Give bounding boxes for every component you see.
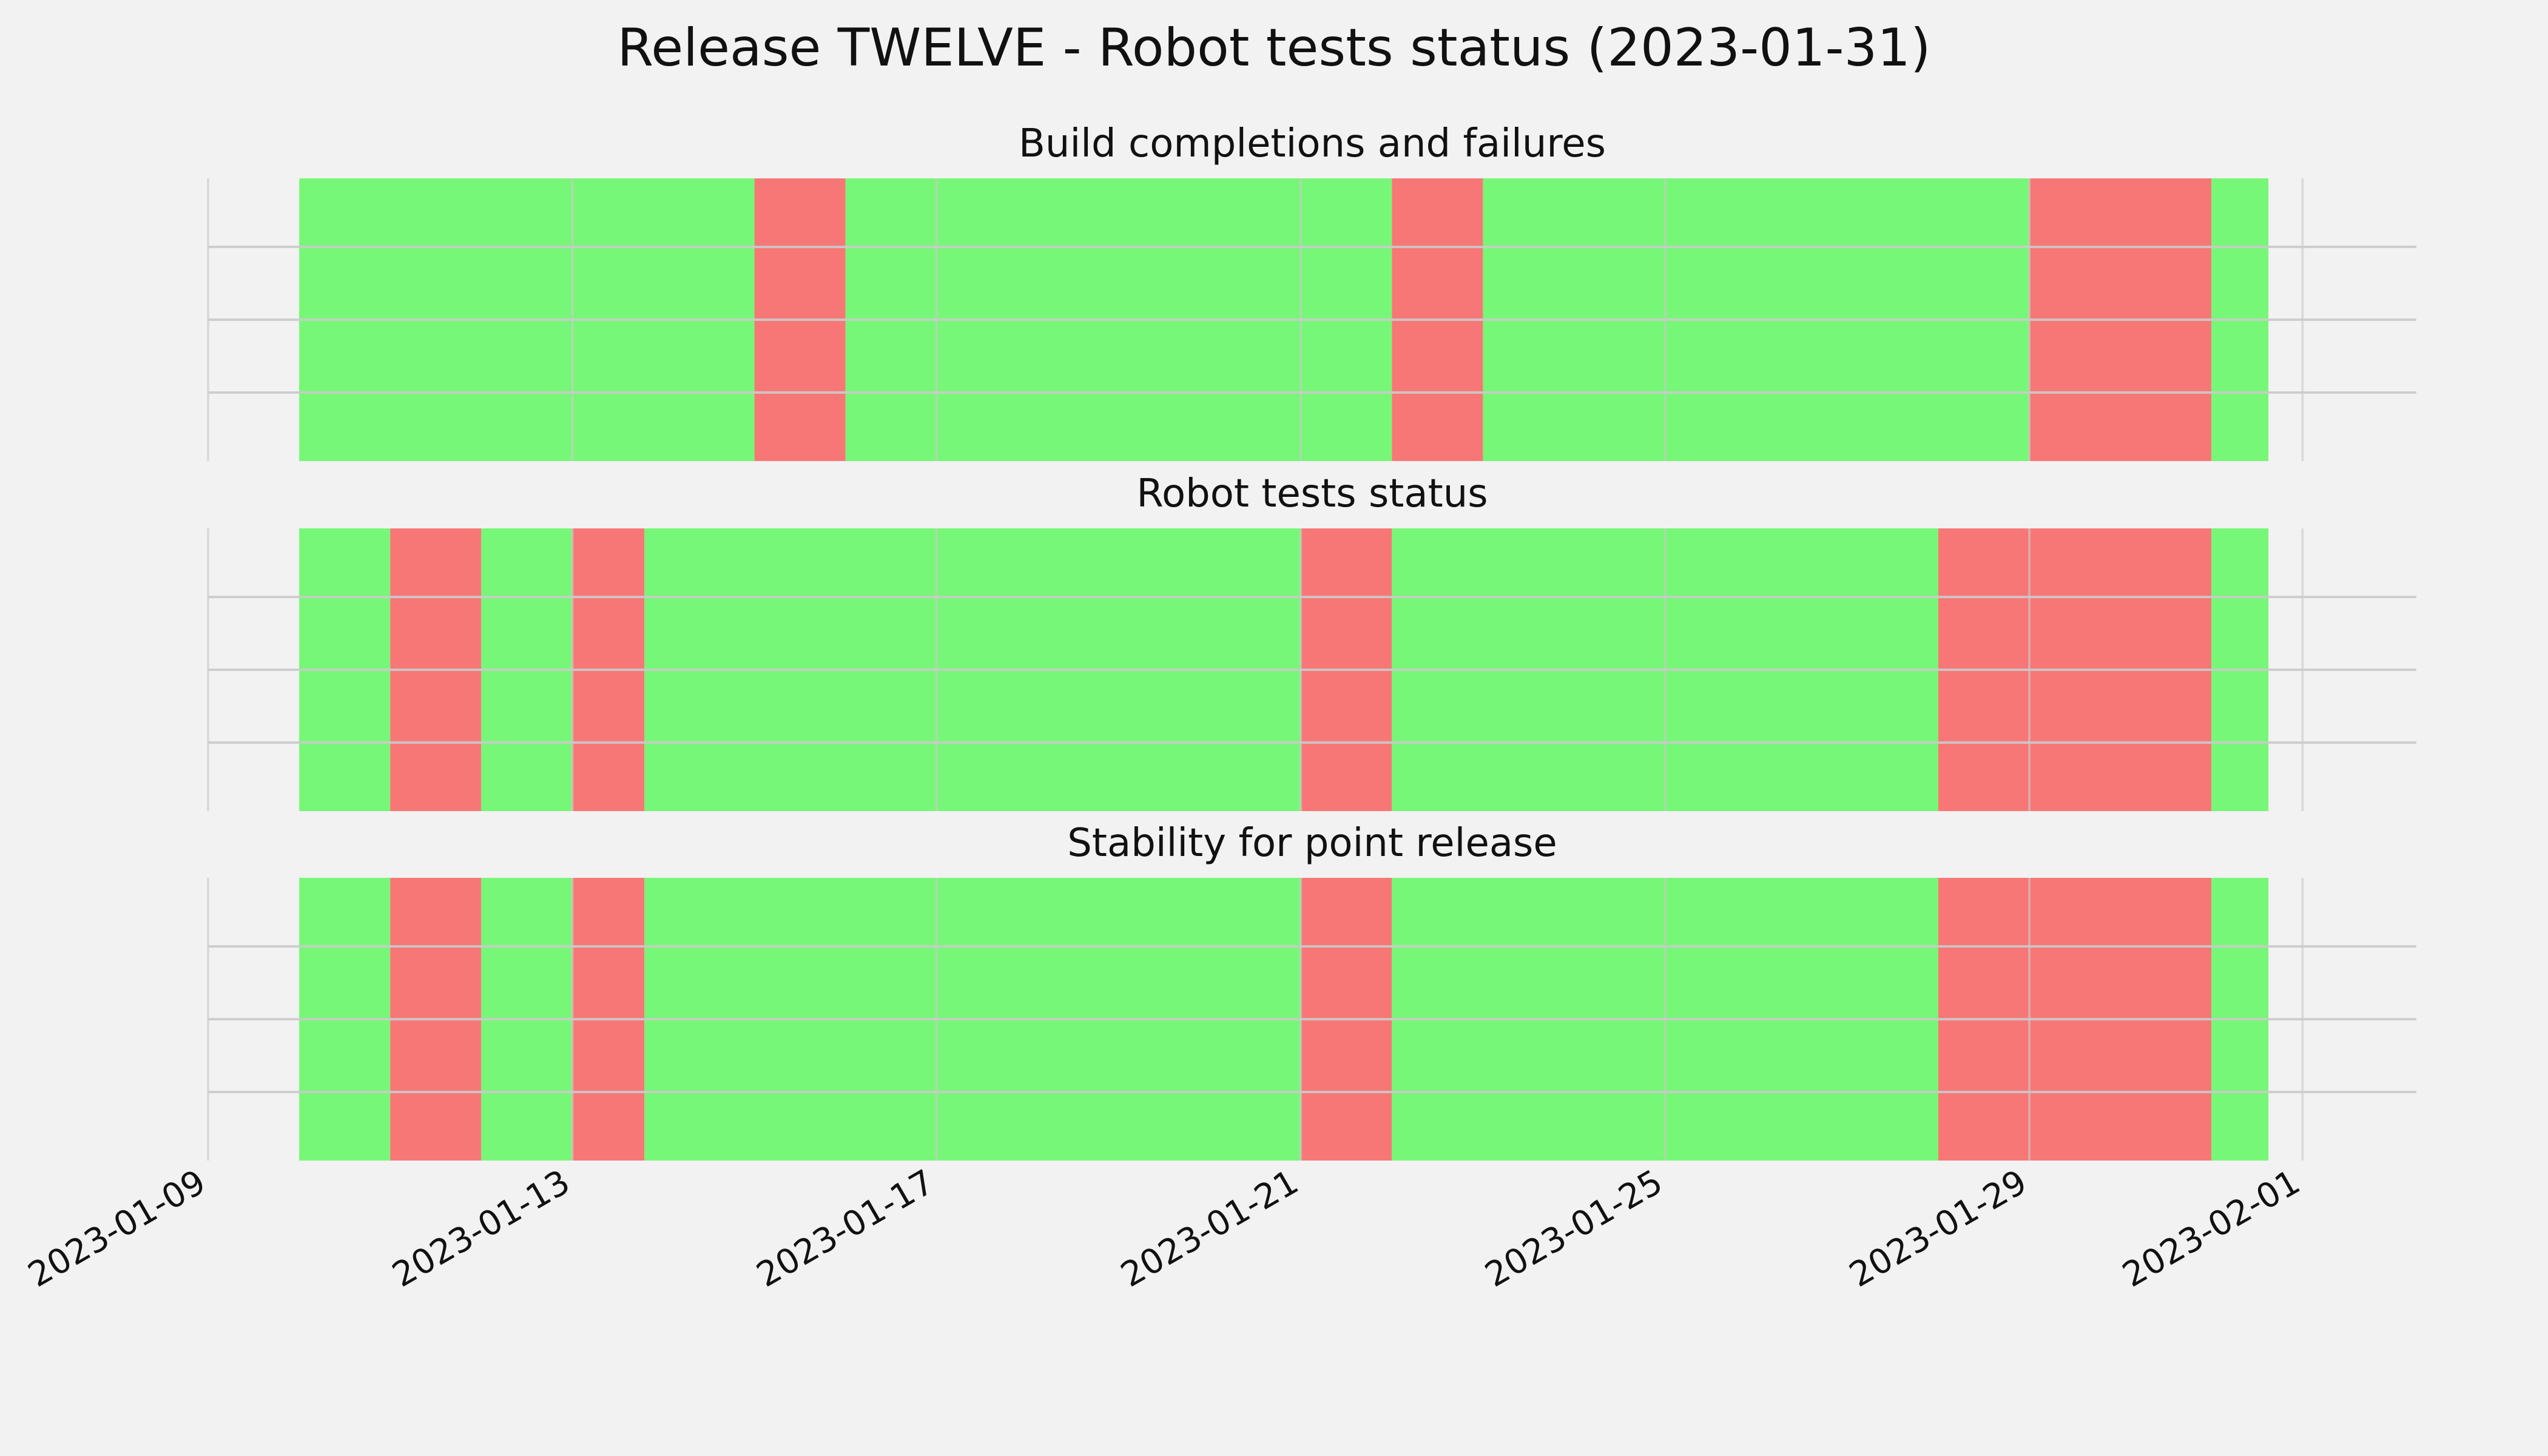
panel-2: Robot tests status (207, 471, 2416, 811)
panels: Build completions and failures Robot test… (207, 121, 2416, 1161)
chart-title: Release TWELVE - Robot tests status (202… (617, 18, 1930, 78)
panel-title: Robot tests status (1136, 471, 1488, 516)
panel-3: Stability for point release (207, 821, 2416, 1161)
panel-1: Build completions and failures (207, 121, 2416, 461)
panel-title: Stability for point release (1067, 821, 1557, 866)
panel-title: Build completions and failures (1019, 121, 1606, 166)
